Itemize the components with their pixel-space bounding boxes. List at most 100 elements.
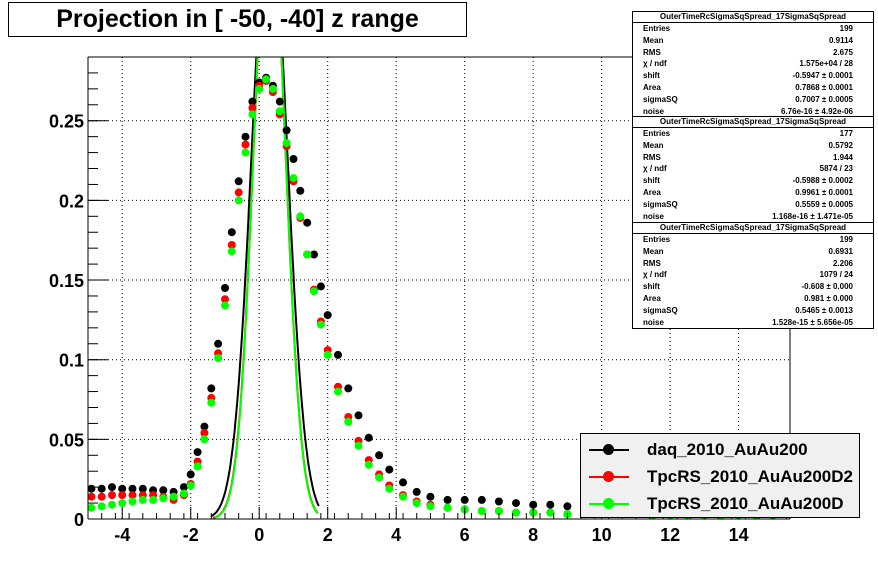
data-point — [546, 508, 555, 517]
data-point — [275, 97, 284, 106]
data-point — [118, 491, 127, 500]
stats-row: Entries 199 — [633, 234, 873, 246]
stats-row: shift -0.5947 ± 0.0001 — [633, 70, 873, 82]
stats-row: sigmaSQ 0.5465 ± 0.0013 — [633, 305, 873, 317]
stats-box-title: OuterTimeRcSigmaSqSpread_17SigmaSqSpread — [633, 117, 873, 128]
data-point — [399, 478, 407, 487]
stats-row: sigmaSQ 0.5559 ± 0.0005 — [633, 199, 873, 211]
stats-value: 0.9114 — [828, 35, 853, 45]
data-point — [248, 110, 257, 119]
fit-curves — [210, 57, 320, 519]
x-tick-label: 12 — [660, 525, 680, 545]
data-point — [149, 495, 158, 504]
data-point — [97, 484, 106, 493]
y-tick-label: 0.15 — [49, 271, 84, 291]
data-point — [241, 148, 250, 157]
y-tick-label: 0.1 — [59, 351, 84, 371]
stats-value: -0.608 ± 0.000 — [801, 282, 853, 292]
stats-label: Mean — [643, 140, 664, 150]
stats-label: Area — [643, 82, 661, 92]
stats-row: Mean 0.9114 — [633, 35, 873, 47]
data-point — [207, 384, 216, 393]
y-tick-label: 0.2 — [59, 191, 84, 211]
data-point — [118, 499, 127, 508]
stats-label: RMS — [643, 47, 661, 57]
stats-value: 0.6931 — [828, 246, 853, 256]
data-point — [221, 295, 229, 304]
data-point — [529, 500, 538, 509]
stats-value: 0.5559 ± 0.0005 — [795, 199, 853, 209]
data-point — [344, 384, 353, 393]
stats-value: 0.5792 — [828, 140, 853, 150]
stats-value: 0.7007 ± 0.0005 — [795, 94, 853, 104]
data-point — [159, 486, 168, 495]
legend-label: daq_2010_AuAu200 — [647, 440, 808, 459]
stats-label: Entries — [643, 235, 671, 244]
stats-label: noise — [643, 211, 664, 221]
data-point — [248, 97, 257, 106]
data-point — [108, 483, 116, 492]
stats-label: Mean — [643, 246, 664, 256]
x-tick-label: -4 — [114, 525, 130, 545]
data-point — [262, 75, 271, 84]
data-point — [275, 107, 284, 116]
data-point — [316, 282, 325, 291]
data-point — [268, 84, 277, 93]
data-point — [193, 448, 202, 457]
data-point — [241, 132, 250, 141]
data-point — [169, 492, 178, 501]
data-point — [310, 287, 318, 296]
data-point — [241, 140, 250, 149]
data-point — [323, 311, 332, 320]
data-point — [214, 339, 223, 348]
data-point — [186, 481, 195, 490]
stats-label: shift — [643, 71, 660, 81]
chart-title: Projection in [ -50, -40] z range — [8, 2, 467, 37]
data-point — [354, 411, 363, 420]
stats-value: 6.76e-16 ± 4.92e-06 — [781, 106, 853, 116]
data-point — [118, 484, 127, 493]
data-point — [289, 155, 298, 163]
data-point — [364, 433, 373, 442]
data-point — [128, 491, 137, 500]
data-point — [87, 503, 96, 512]
stats-label: sigmaSQ — [643, 305, 678, 315]
stats-label: RMS — [643, 152, 661, 162]
data-point — [512, 508, 520, 517]
stats-row: noise 1.168e-16 ± 1.471e-05 — [633, 211, 873, 223]
legend-marker — [581, 437, 637, 463]
data-point — [193, 462, 202, 471]
data-point — [494, 507, 503, 515]
data-point — [334, 350, 342, 359]
fit-curve — [210, 57, 320, 518]
data-point — [108, 491, 116, 500]
stats-box: OuterTimeRcSigmaSqSpread_17SigmaSqSpread… — [632, 222, 874, 330]
stats-box-title: OuterTimeRcSigmaSqSpread_17SigmaSqSpread — [633, 12, 873, 23]
data-point — [344, 417, 353, 426]
legend-marker — [581, 491, 637, 517]
stats-label: sigmaSQ — [643, 199, 678, 209]
stats-value: 1079 / 24 — [819, 270, 853, 280]
stats-label: shift — [643, 282, 660, 292]
stats-label: χ / ndf — [643, 59, 667, 69]
data-point — [385, 484, 394, 493]
data-point — [334, 387, 342, 396]
stats-value: 2.675 — [832, 47, 853, 57]
stats-row: Mean 0.6931 — [633, 246, 873, 258]
data-point — [477, 495, 486, 504]
stats-box: OuterTimeRcSigmaSqSpread_17SigmaSqSpread… — [632, 116, 874, 224]
data-point — [303, 250, 312, 259]
stats-value: 0.981 ± 0.000 — [804, 293, 853, 303]
stats-row: noise 6.76e-16 ± 4.92e-06 — [633, 106, 873, 118]
data-point — [227, 247, 236, 256]
data-point — [375, 451, 384, 460]
stats-value: 1.168e-16 ± 1.471e-05 — [772, 211, 853, 221]
data-point — [159, 494, 168, 503]
stats-row: Area 0.981 ± 0.000 — [633, 293, 873, 305]
legend-label: TpcRS_2010_AuAu200D2 — [647, 467, 853, 486]
data-point — [426, 502, 435, 511]
data-point — [375, 473, 384, 482]
stats-row: Area 0.9961 ± 0.0001 — [633, 187, 873, 199]
stats-row: χ / ndf 1079 / 24 — [633, 269, 873, 281]
data-point — [354, 441, 363, 450]
